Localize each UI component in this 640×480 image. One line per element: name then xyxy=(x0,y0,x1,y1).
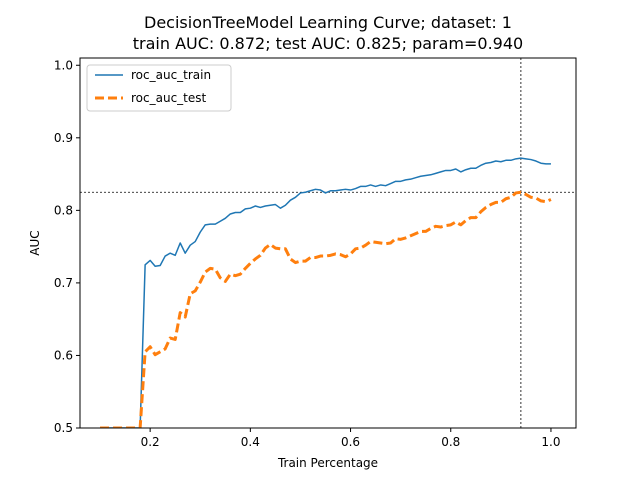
x-tick-label: 0.2 xyxy=(141,435,160,449)
legend-label-test: roc_auc_test xyxy=(131,91,207,105)
x-tick-label: 0.4 xyxy=(241,435,260,449)
x-tick-label: 0.8 xyxy=(441,435,460,449)
y-tick-label: 0.7 xyxy=(54,276,73,290)
y-tick-label: 0.8 xyxy=(54,203,73,217)
chart-title-line-1: DecisionTreeModel Learning Curve; datase… xyxy=(144,13,512,32)
legend-label-train: roc_auc_train xyxy=(131,68,211,82)
y-tick-label: 1.0 xyxy=(54,58,73,72)
x-tick-label: 1.0 xyxy=(541,435,560,449)
y-axis-label: AUC xyxy=(28,230,42,255)
y-tick-label: 0.5 xyxy=(54,421,73,435)
x-axis-label: Train Percentage xyxy=(277,456,378,470)
x-tick-label: 0.6 xyxy=(341,435,360,449)
y-tick-label: 0.6 xyxy=(54,348,73,362)
legend: roc_auc_train roc_auc_test xyxy=(87,65,231,111)
chart-title-line-2: train AUC: 0.872; test AUC: 0.825; param… xyxy=(133,34,523,53)
y-tick-label: 0.9 xyxy=(54,131,73,145)
